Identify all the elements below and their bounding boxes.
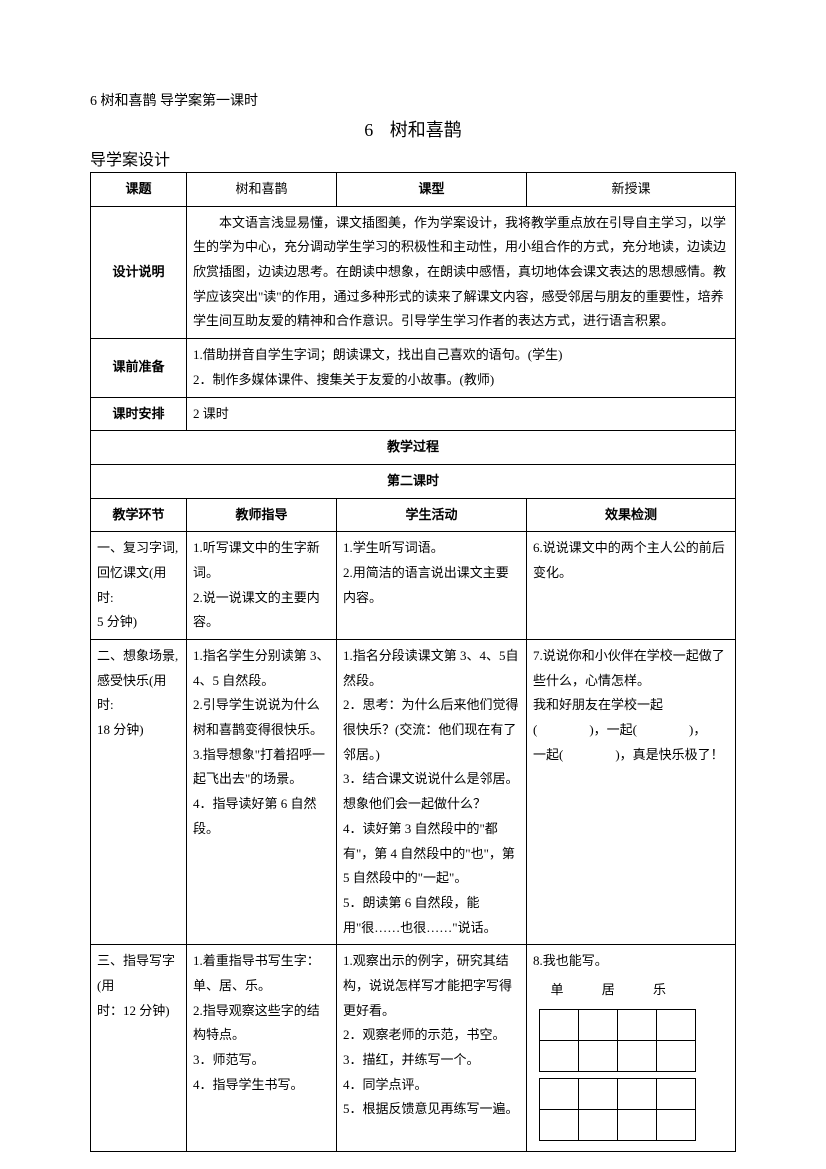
label-schedule: 课时安排	[91, 397, 187, 431]
env-cell: 二、想象场景,感受快乐(用时:18 分钟)	[91, 640, 187, 945]
lesson-plan-table: 课题 树和喜鹊 课型 新授课 设计说明 本文语言浅显易懂，课文插图美，作为学案设…	[90, 172, 736, 1152]
schedule-row: 课时安排 2 课时	[91, 397, 736, 431]
topic-value: 树和喜鹊	[187, 173, 337, 207]
design-text: 本文语言浅显易懂，课文插图美，作为学案设计，我将教学重点放在引导自主学习，以学生…	[187, 206, 736, 338]
check-cell: 7.说说你和小伙伴在学校一起做了些什么，心情怎样。我和好朋友在学校一起( )，一…	[527, 640, 736, 945]
writing-grid-2	[539, 1078, 729, 1141]
process-header-row: 教学过程	[91, 431, 736, 465]
grid-table	[539, 1009, 696, 1072]
label-design: 设计说明	[91, 206, 187, 338]
table-row: 三、指导写字(用时：12 分钟) 1.着重指导书写生字：单、居、乐。2.指导观察…	[91, 945, 736, 1151]
lesson-header: 第二课时	[91, 464, 736, 498]
teacher-cell: 1.指名学生分别读第 3、4、5 自然段。2.引导学生说说为什么树和喜鹊变得很快…	[187, 640, 337, 945]
char-3: 乐	[636, 978, 684, 1003]
check-cell: 8.我也能写。 单 居 乐	[527, 945, 736, 1151]
design-text-inner: 本文语言浅显易懂，课文插图美，作为学案设计，我将教学重点放在引导自主学习，以学生…	[193, 211, 729, 334]
prep-row: 课前准备 1.借助拼音自学生字词；朗读课文，找出自己喜欢的语句。(学生) 2．制…	[91, 339, 736, 397]
check-cell: 6.说说课文中的两个主人公的前后变化。	[527, 532, 736, 640]
lesson-header-row: 第二课时	[91, 464, 736, 498]
prep-text: 1.借助拼音自学生字词；朗读课文，找出自己喜欢的语句。(学生) 2．制作多媒体课…	[187, 339, 736, 397]
col-student: 学生活动	[337, 498, 527, 532]
col-env: 教学环节	[91, 498, 187, 532]
student-cell: 1.学生听写词语。2.用简洁的语言说出课文主要内容。	[337, 532, 527, 640]
student-cell: 1.观察出示的例字，研究其结构，说说怎样写才能把字写得更好看。2．观察老师的示范…	[337, 945, 527, 1151]
prep-line-1: 1.借助拼音自学生字词；朗读课文，找出自己喜欢的语句。(学生)	[193, 343, 729, 368]
env-cell: 三、指导写字(用时：12 分钟)	[91, 945, 187, 1151]
check-title: 8.我也能写。	[533, 949, 729, 974]
char-2: 居	[584, 978, 632, 1003]
label-prep: 课前准备	[91, 339, 187, 397]
table-row: 二、想象场景,感受快乐(用时:18 分钟) 1.指名学生分别读第 3、4、5 自…	[91, 640, 736, 945]
grid-table	[539, 1078, 696, 1141]
label-type: 课型	[337, 173, 527, 207]
title-text: 树和喜鹊	[390, 120, 462, 140]
type-value: 新授课	[527, 173, 736, 207]
col-teacher: 教师指导	[187, 498, 337, 532]
page-title: 6 树和喜鹊	[90, 116, 736, 142]
title-number: 6	[364, 120, 373, 140]
env-cell: 一、复习字词,回忆课文(用时:5 分钟)	[91, 532, 187, 640]
design-row: 设计说明 本文语言浅显易懂，课文插图美，作为学案设计，我将教学重点放在引导自主学…	[91, 206, 736, 338]
meta-row: 课题 树和喜鹊 课型 新授课	[91, 173, 736, 207]
label-topic: 课题	[91, 173, 187, 207]
char-row: 单 居 乐	[533, 978, 729, 1003]
prep-line-2: 2．制作多媒体课件、搜集关于友爱的小故事。(教师)	[193, 368, 729, 393]
teacher-cell: 1.着重指导书写生字：单、居、乐。2.指导观察这些字的结构特点。3．师范写。4．…	[187, 945, 337, 1151]
writing-grid-1	[539, 1009, 729, 1072]
schedule-value: 2 课时	[187, 397, 736, 431]
table-row: 一、复习字词,回忆课文(用时:5 分钟) 1.听写课文中的生字新词。2.说一说课…	[91, 532, 736, 640]
char-1: 单	[533, 978, 581, 1003]
page-top-line: 6 树和喜鹊 导学案第一课时	[90, 90, 736, 110]
sub-title: 导学案设计	[90, 146, 736, 170]
student-cell: 1.指名分段读课文第 3、4、5自然段。2．思考：为什么后来他们觉得很快乐？(交…	[337, 640, 527, 945]
col-check: 效果检测	[527, 498, 736, 532]
process-header: 教学过程	[91, 431, 736, 465]
column-header-row: 教学环节 教师指导 学生活动 效果检测	[91, 498, 736, 532]
teacher-cell: 1.听写课文中的生字新词。2.说一说课文的主要内容。	[187, 532, 337, 640]
